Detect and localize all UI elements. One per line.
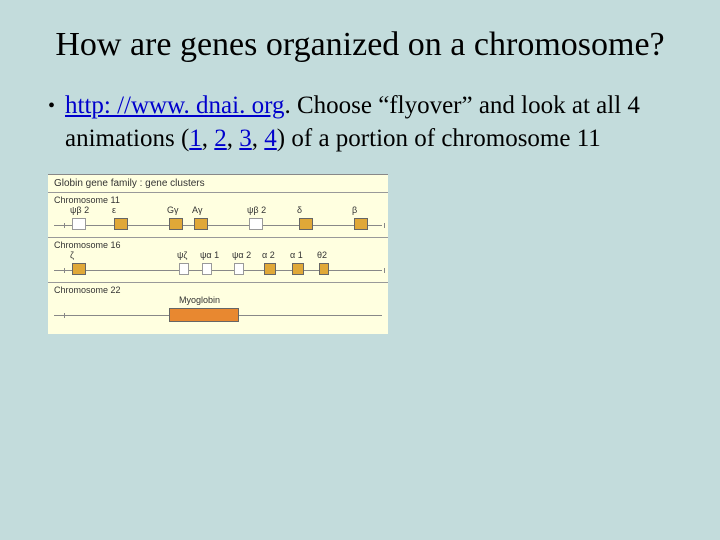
gene-box xyxy=(234,263,244,275)
chrom-22-label: Chromosome 22 xyxy=(54,285,382,295)
bullet-dot: • xyxy=(48,89,55,123)
gene-label: δ xyxy=(297,205,302,215)
gene-box xyxy=(292,263,304,275)
chrom-16-track: ζ ψζ ψα 1 ψα 2 α 2 α 1 θ2 xyxy=(54,252,382,282)
chrom-22-track: Myoglobin xyxy=(54,297,382,327)
gene-box xyxy=(72,218,86,230)
gene-label: α 1 xyxy=(290,250,303,260)
axis-line xyxy=(54,270,382,271)
gene-label: ψα 2 xyxy=(232,250,251,260)
chrom-16-block: Chromosome 16 ζ ψζ ψα 1 ψα 2 α 2 α 1 θ2 xyxy=(48,237,388,282)
chrom-11-track: ψβ 2 ε Gγ Aγ ψβ 2 δ β xyxy=(54,207,382,237)
gene-box xyxy=(194,218,208,230)
bullet-text-2: ) of a portion of chromosome 11 xyxy=(277,125,601,152)
dnai-link[interactable]: http: //www. dnai. org xyxy=(65,92,284,119)
anim-link-2[interactable]: 2 xyxy=(214,125,227,152)
gene-label: β xyxy=(352,205,357,215)
gene-box xyxy=(72,263,86,275)
gene-label: ψβ 2 xyxy=(70,205,89,215)
bullet-item: • http: //www. dnai. org. Choose “flyove… xyxy=(48,89,672,157)
gene-box xyxy=(169,218,183,230)
tick xyxy=(64,223,65,228)
chrom-11-label: Chromosome 11 xyxy=(54,195,382,205)
axis-line xyxy=(54,225,382,226)
gene-label: θ2 xyxy=(317,250,327,260)
chrom-16-label: Chromosome 16 xyxy=(54,240,382,250)
tick xyxy=(384,268,385,273)
gene-label: α 2 xyxy=(262,250,275,260)
gene-box xyxy=(354,218,368,230)
anim-link-4[interactable]: 4 xyxy=(264,125,277,152)
bullet-text: http: //www. dnai. org. Choose “flyover”… xyxy=(65,89,672,157)
gene-label: ψζ xyxy=(177,250,187,260)
anim-link-3[interactable]: 3 xyxy=(239,125,252,152)
slide: How are genes organized on a chromosome?… xyxy=(0,0,720,540)
gene-box xyxy=(264,263,276,275)
gene-box xyxy=(179,263,189,275)
myoglobin-box xyxy=(169,308,239,322)
tick xyxy=(384,223,385,228)
chrom-22-block: Chromosome 22 Myoglobin xyxy=(48,282,388,327)
gene-label: ψβ 2 xyxy=(247,205,266,215)
tick xyxy=(64,268,65,273)
globin-diagram: Globin gene family : gene clusters Chrom… xyxy=(48,174,388,334)
gene-box xyxy=(249,218,263,230)
diagram-title: Globin gene family : gene clusters xyxy=(48,175,388,192)
tick xyxy=(64,313,65,318)
gene-label: Aγ xyxy=(192,205,203,215)
gene-box xyxy=(114,218,128,230)
gene-box xyxy=(299,218,313,230)
gene-label: Gγ xyxy=(167,205,179,215)
gene-box xyxy=(319,263,329,275)
gene-label: ε xyxy=(112,205,116,215)
gene-box xyxy=(202,263,212,275)
gene-label: ζ xyxy=(70,250,74,260)
anim-link-1[interactable]: 1 xyxy=(189,125,202,152)
chrom-11-block: Chromosome 11 ψβ 2 ε Gγ Aγ ψβ 2 δ β xyxy=(48,192,388,237)
page-title: How are genes organized on a chromosome? xyxy=(48,24,672,67)
gene-label: ψα 1 xyxy=(200,250,219,260)
myoglobin-label: Myoglobin xyxy=(179,295,220,305)
